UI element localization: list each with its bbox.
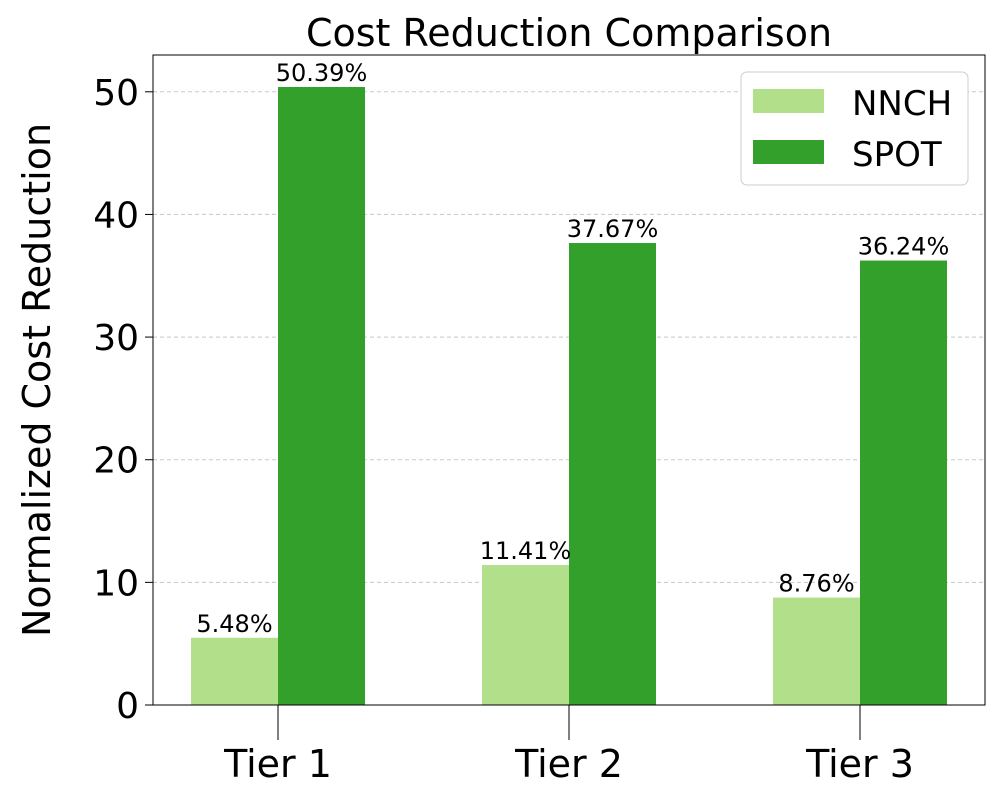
y-tick-label: 50 [93, 73, 139, 114]
x-tick-label: Tier 3 [805, 742, 914, 786]
y-tick-label: 30 [93, 318, 139, 359]
bar-nnch-tier-2 [482, 565, 569, 705]
legend-swatch-spot [753, 140, 824, 164]
bar-spot-tier-2 [569, 243, 656, 705]
bar-spot-tier-3 [860, 260, 947, 705]
x-tick-label: Tier 2 [514, 742, 623, 786]
y-tick-label: 10 [93, 563, 139, 604]
data-label: 8.76% [778, 570, 854, 598]
x-axis-ticks: Tier 1 Tier 2 Tier 3 [223, 705, 914, 786]
y-axis-label: Normalized Cost Reduction [15, 123, 59, 637]
x-tick-label: Tier 1 [223, 742, 332, 786]
data-label: 50.39% [276, 59, 368, 87]
bar-spot-tier-1 [278, 87, 365, 705]
data-label: 37.67% [567, 215, 659, 243]
legend-label-nnch: NNCH [852, 84, 952, 124]
bar-nnch-tier-1 [191, 637, 278, 705]
data-label: 11.41% [480, 537, 572, 565]
y-tick-label: 0 [116, 686, 139, 727]
data-labels: 5.48% 50.39% 11.41% 37.67% 8.76% 36.24% [196, 59, 949, 638]
y-tick-label: 20 [93, 441, 139, 482]
legend-swatch-nnch [753, 89, 824, 113]
data-label: 5.48% [196, 610, 272, 638]
y-axis-ticks: 0 10 20 30 40 50 [93, 73, 153, 727]
legend-label-spot: SPOT [852, 135, 942, 175]
bar-nnch-tier-3 [773, 597, 860, 705]
bars [191, 87, 947, 705]
legend: NNCH SPOT [740, 71, 969, 186]
y-tick-label: 40 [93, 195, 139, 236]
data-label: 36.24% [858, 233, 950, 261]
chart-title: Cost Reduction Comparison [306, 11, 832, 55]
